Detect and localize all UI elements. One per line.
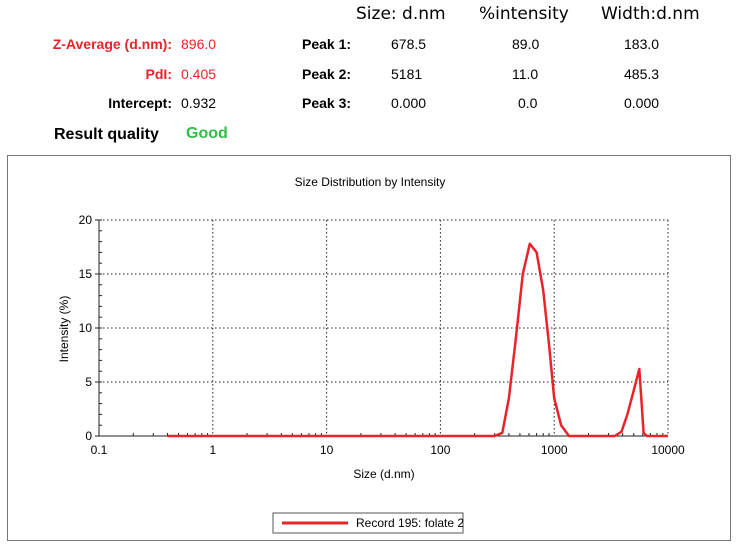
peaks-header-intensity: %intensity [479, 4, 569, 24]
intercept-label: Intercept: [108, 95, 172, 111]
x-tick-label: 10000 [651, 443, 685, 457]
peak-1-size: 678.5 [391, 36, 427, 52]
peak-2-intensity: 11.0 [512, 66, 539, 82]
series-line [167, 242, 668, 438]
peak-1-intensity: 89.0 [512, 36, 540, 52]
peak-3-width: 0.000 [624, 95, 660, 111]
intercept-value: 0.932 [181, 95, 217, 111]
legend-label: Record 195: folate 2 [356, 516, 464, 530]
legend-box [272, 512, 464, 534]
x-tick-label: 10 [320, 443, 334, 457]
x-tick-label: 1000 [541, 443, 568, 457]
tick-labels: 0.1 1 10 100 1000 10000 0 5 10 15 20 [79, 213, 685, 457]
pdi-label: PdI: [145, 66, 172, 82]
x-axis-label: Size (d.nm) [353, 467, 414, 481]
y-tick-label: 0 [85, 429, 92, 443]
x-tick-label: 1 [209, 443, 216, 457]
y-axis-label: Intensity (%) [57, 296, 71, 363]
chart-title: Size Distribution by Intensity [295, 175, 446, 189]
peak-2-width: 485.3 [624, 66, 660, 82]
peaks-header-size: Size: d.nm [356, 4, 446, 24]
x-tick-label: 100 [430, 443, 450, 457]
y-tick-label: 20 [79, 213, 93, 227]
y-tick-label: 5 [85, 375, 92, 389]
peak-3-size: 0.000 [391, 95, 427, 111]
result-quality-value: Good [186, 125, 228, 142]
chart-frame: Size Distribution by Intensity 0.1 1 10 100… [7, 155, 731, 541]
peaks-header-width: Width:d.nm [601, 4, 700, 24]
legend: Record 195: folate 2 [272, 512, 464, 534]
y-tick-label: 15 [79, 267, 93, 281]
peak-2-label: Peak 2: [302, 66, 352, 82]
series-layer [167, 242, 668, 438]
axes [95, 219, 668, 437]
grid-lines [99, 219, 669, 436]
size-distribution-chart: Size Distribution by Intensity 0.1 1 10 100… [57, 175, 685, 534]
peak-1-label: Peak 1: [302, 36, 352, 52]
peak-1-width: 183.0 [624, 36, 660, 52]
peak-3-label: Peak 3: [302, 95, 352, 111]
result-quality-label: Result quality [54, 126, 159, 143]
z-average-value: 896.0 [181, 36, 217, 52]
peak-3-intensity: 0.0 [518, 95, 538, 111]
y-tick-label: 10 [79, 321, 93, 335]
peak-2-size: 5181 [391, 66, 423, 82]
x-tick-label: 0.1 [91, 443, 108, 457]
pdi-value: 0.405 [181, 66, 217, 82]
z-average-label: Z-Average (d.nm): [52, 36, 172, 52]
